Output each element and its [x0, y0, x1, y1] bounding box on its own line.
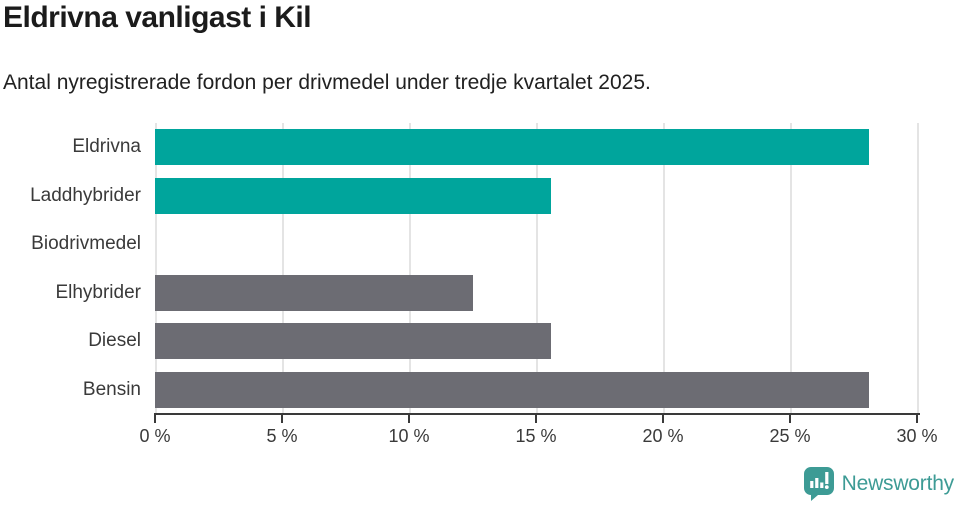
gridlines	[155, 123, 919, 414]
bar-row: Bensin	[0, 366, 920, 415]
brand-name: Newsworthy	[841, 472, 955, 495]
gridline	[917, 123, 919, 414]
tick-mark	[789, 415, 791, 423]
tick-mark	[154, 415, 156, 423]
tick-mark	[535, 415, 537, 423]
bar-track	[155, 220, 917, 269]
gridline	[155, 123, 157, 414]
tick-label: 20 %	[642, 426, 684, 446]
brand-footer: Newsworthy	[803, 467, 955, 501]
bar	[155, 129, 869, 166]
bar	[155, 323, 552, 360]
x-axis-ticks: 0 % 5 % 10 % 15 % 20 % 25 % 30 %	[139, 415, 938, 453]
tick-label: 0 %	[139, 426, 171, 446]
tick-label: 30 %	[896, 426, 938, 446]
bar-row: Elhybrider	[0, 269, 920, 318]
category-label: Elhybrider	[55, 281, 141, 303]
category-label: Biodrivmedel	[31, 233, 141, 255]
gridline	[663, 123, 665, 414]
tick-label: 10 %	[388, 426, 430, 446]
x-axis-line	[154, 413, 920, 415]
bar-row: Laddhybrider	[0, 172, 920, 221]
tick-label: 25 %	[769, 426, 811, 446]
tick-mark	[662, 415, 664, 423]
gridline	[282, 123, 284, 414]
bar	[155, 274, 473, 311]
bar	[155, 371, 869, 408]
bar-track	[155, 269, 917, 318]
bar-row: Biodrivmedel	[0, 220, 920, 269]
bar-track	[155, 366, 917, 415]
tick-mark	[281, 415, 283, 423]
chart-title: Eldrivna vanligast i Kil	[3, 1, 312, 34]
category-label: Laddhybrider	[30, 184, 141, 206]
bar	[155, 177, 552, 214]
category-label: Diesel	[88, 330, 141, 352]
gridline	[536, 123, 538, 414]
bar-chart: Eldrivna Laddhybrider Biodrivmedel Elhybrid…	[0, 123, 960, 453]
bar-track	[155, 172, 917, 221]
tick-mark	[916, 415, 918, 423]
gridline	[409, 123, 411, 414]
bar-track	[155, 317, 917, 366]
tick-mark	[408, 415, 410, 423]
category-label: Eldrivna	[72, 136, 141, 158]
chart-subtitle: Antal nyregistrerade fordon per drivmede…	[3, 71, 651, 94]
bar-row: Diesel	[0, 317, 920, 366]
tick-label: 5 %	[266, 426, 298, 446]
bar-track	[155, 123, 917, 172]
newsworthy-logo-icon	[803, 467, 834, 501]
category-label: Bensin	[82, 378, 141, 400]
bar-row: Eldrivna	[0, 123, 920, 172]
chart-rows: Eldrivna Laddhybrider Biodrivmedel Elhybrid…	[0, 123, 920, 414]
tick-label: 15 %	[515, 426, 557, 446]
gridline	[790, 123, 792, 414]
